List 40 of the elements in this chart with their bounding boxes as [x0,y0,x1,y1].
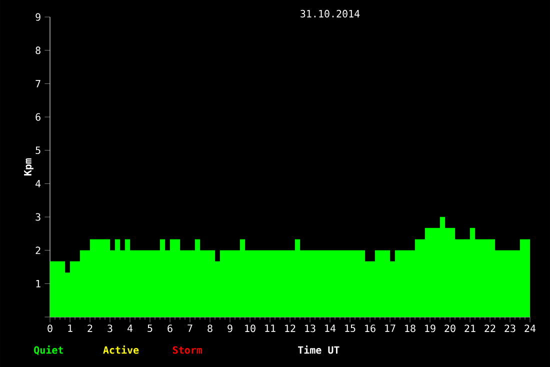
y-tick-label: 2 [36,246,40,254]
y-tick-label: 6 [36,113,40,121]
x-tick-label: 19 [425,324,436,332]
x-tick-label: 2 [88,324,92,332]
x-tick-label: 3 [108,324,112,332]
x-tick-label: 5 [148,324,152,332]
x-tick-label: 14 [325,324,336,332]
x-tick-label: 9 [228,324,232,332]
x-tick-label: 21 [464,324,476,332]
y-tick-label: 8 [36,46,40,54]
x-tick-label: 17 [385,324,396,332]
y-axis-title: Kpm [24,158,34,176]
x-tick-label: 20 [444,324,456,332]
x-tick-label: 1 [68,324,72,332]
x-tick-label: 4 [127,324,133,332]
y-tick-label: 4 [36,180,41,188]
y-tick-label: 1 [36,280,40,288]
legend-label: Active [103,346,139,354]
y-tick-label: 9 [36,13,40,21]
y-tick-label: 3 [36,213,40,221]
y-tick-label: 7 [36,80,40,88]
x-tick-label: 24 [524,324,536,332]
x-tick-label: 11 [265,324,276,332]
x-tick-label: 18 [405,324,416,332]
x-tick-label: 6 [168,324,172,332]
y-tick-label: 5 [36,146,40,154]
x-tick-label: 12 [285,324,296,332]
x-tick-label: 8 [208,324,212,332]
text: Quiet [34,346,63,356]
x-tick-label: 7 [188,324,192,332]
chart-title: 31.10.2014 [300,10,360,18]
x-tick-label: 16 [365,324,376,332]
x-tick-label: 10 [245,324,256,332]
x-tick-label: 13 [305,324,316,332]
x-tick-label: 23 [504,324,516,332]
x-tick-label: 22 [484,324,496,332]
x-tick-label: 0 [48,324,52,332]
legend-label: Storm [172,346,202,354]
x-tick-label: 15 [345,324,356,332]
x-axis-title: Time UT [298,346,340,354]
